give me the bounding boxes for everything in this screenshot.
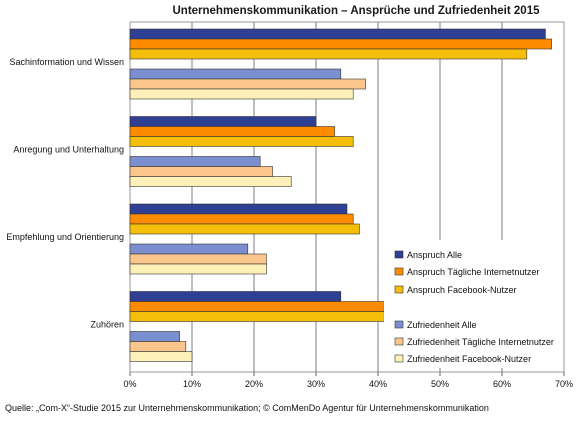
- x-tick-label: 30%: [307, 379, 325, 389]
- bar: [129, 68, 342, 80]
- x-tick-label: 20%: [245, 379, 263, 389]
- legend-label: Zufriedenheit Alle: [407, 320, 477, 330]
- bar: [129, 331, 180, 342]
- source-note: Quelle: „Com-X“-Studie 2015 zur Unterneh…: [5, 403, 489, 413]
- bar: [129, 291, 342, 302]
- bar: [129, 88, 354, 100]
- bar: [129, 223, 360, 235]
- legend-label: Zufriedenheit Facebook-Nutzer: [407, 354, 531, 364]
- bar: [129, 243, 249, 255]
- category-label: Sachinformation und Wissen: [9, 57, 124, 67]
- legend-swatch: [394, 320, 404, 329]
- legend-label: Anspruch Facebook-Nutzer: [407, 285, 517, 295]
- bar: [129, 126, 335, 137]
- bar: [129, 166, 273, 177]
- bar: [129, 136, 354, 147]
- legend: Anspruch Alle Anspruch Tägliche Internetn…: [384, 240, 560, 368]
- x-tick-label: 50%: [431, 379, 449, 389]
- chart-title: Unternehmenskommunikation – Ansprüche un…: [172, 5, 540, 17]
- bar: [129, 301, 385, 312]
- legend-label: Zufriedenheit Tägliche Internetnutzer: [407, 337, 554, 347]
- bar: [129, 28, 546, 40]
- x-tick-label: 70%: [555, 379, 573, 389]
- bar: [129, 48, 528, 60]
- legend-swatch: [394, 285, 404, 294]
- bar: [129, 156, 261, 167]
- category-label: Empfehlung und Orientierung: [6, 232, 124, 242]
- bar: [129, 351, 193, 362]
- bar: [129, 116, 317, 127]
- bar: [129, 341, 187, 352]
- bar: [129, 263, 267, 275]
- x-tick-label: 60%: [493, 379, 511, 389]
- category-labels: Sachinformation und Wissen Anregung und U…: [6, 57, 124, 330]
- bar: [129, 253, 267, 265]
- bar: [129, 176, 292, 187]
- bar: [129, 311, 385, 322]
- x-axis-ticks: 0% 10% 20% 30% 40% 50% 60% 70%: [123, 372, 573, 389]
- bar: [129, 38, 552, 50]
- category-label: Anregung und Unterhaltung: [13, 144, 124, 154]
- x-tick-label: 40%: [369, 379, 387, 389]
- legend-label: Anspruch Alle: [407, 250, 462, 260]
- x-tick-label: 10%: [183, 379, 201, 389]
- legend-background: [384, 240, 560, 368]
- bar: [129, 78, 366, 90]
- legend-swatch: [394, 337, 404, 346]
- category-label: Zuhören: [90, 319, 124, 329]
- legend-swatch: [394, 250, 404, 259]
- plot-area: [129, 21, 565, 373]
- bar: [129, 203, 348, 215]
- bar: [129, 213, 354, 225]
- x-tick-label: 0%: [123, 379, 136, 389]
- legend-swatch: [394, 354, 404, 363]
- legend-swatch: [394, 267, 404, 276]
- legend-label: Anspruch Tägliche Internetnutzer: [407, 267, 539, 277]
